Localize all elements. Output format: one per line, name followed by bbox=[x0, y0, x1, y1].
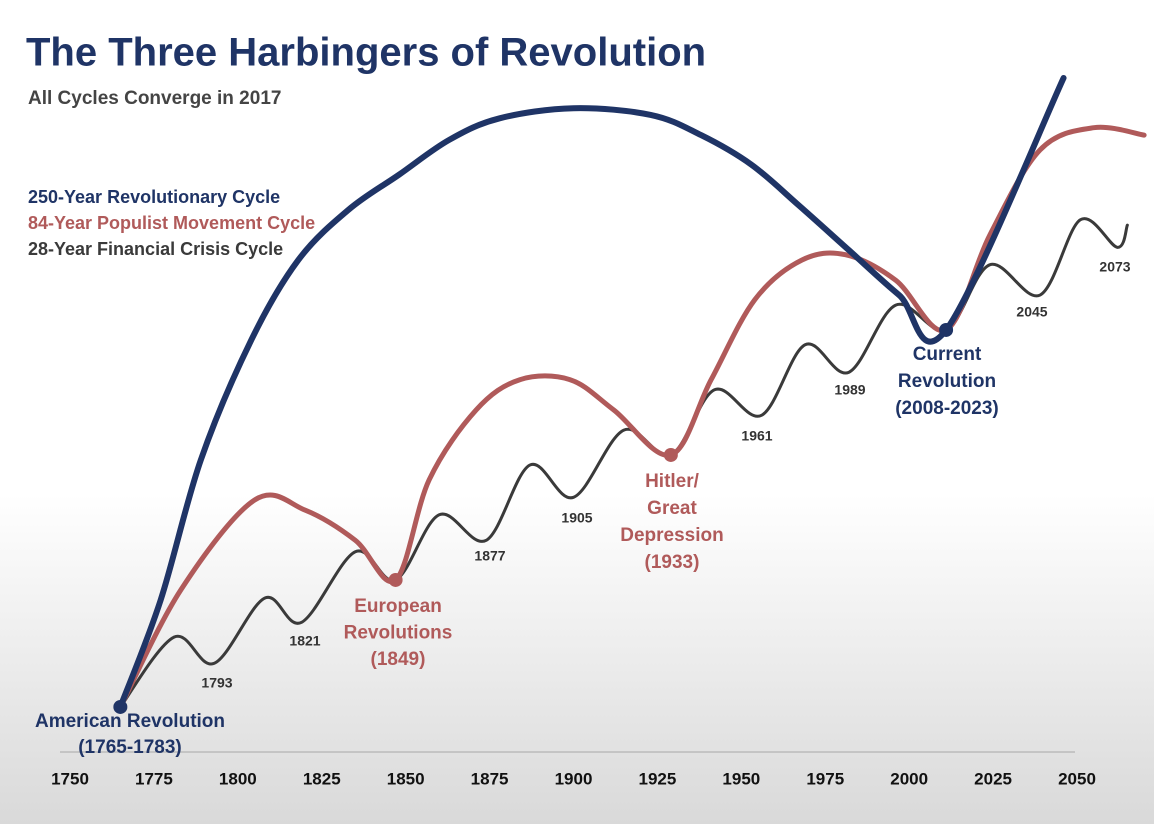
annotation: (1765-1783) bbox=[78, 737, 182, 758]
annotation: 1905 bbox=[561, 510, 592, 526]
annotation: (1933) bbox=[645, 552, 700, 573]
x-tick-label: 1875 bbox=[471, 769, 509, 788]
x-tick-label: 2050 bbox=[1058, 769, 1096, 788]
x-tick-label: 1900 bbox=[555, 769, 593, 788]
annotation: Revolutions bbox=[344, 623, 453, 644]
chart-subtitle: All Cycles Converge in 2017 bbox=[28, 88, 281, 109]
x-tick-label: 1800 bbox=[219, 769, 257, 788]
legend-entry: 84-Year Populist Movement Cycle bbox=[28, 213, 315, 233]
annotation: Current bbox=[913, 344, 982, 365]
annotation: 1821 bbox=[289, 633, 320, 649]
x-tick-label: 1750 bbox=[51, 769, 89, 788]
annotation: American Revolution bbox=[35, 711, 225, 732]
annotation: 2073 bbox=[1099, 259, 1130, 275]
annotation: 1877 bbox=[474, 548, 505, 564]
annotation: 1989 bbox=[834, 382, 865, 398]
annotation: Revolution bbox=[898, 371, 996, 392]
legend-entry: 250-Year Revolutionary Cycle bbox=[28, 187, 280, 207]
x-tick-label: 1775 bbox=[135, 769, 173, 788]
highlight-point bbox=[113, 699, 128, 714]
x-tick-label: 1825 bbox=[303, 769, 341, 788]
x-tick-label: 1950 bbox=[722, 769, 760, 788]
annotation: Hitler/ bbox=[645, 471, 700, 492]
annotation: (1849) bbox=[371, 649, 426, 670]
chart-title: The Three Harbingers of Revolution bbox=[26, 31, 706, 75]
x-tick-label: 1925 bbox=[639, 769, 677, 788]
highlight-point bbox=[663, 447, 678, 462]
x-tick-label: 2025 bbox=[974, 769, 1012, 788]
highlight-point bbox=[388, 572, 403, 587]
series-line bbox=[117, 74, 1067, 710]
annotation: Depression bbox=[620, 525, 723, 546]
annotation: (2008-2023) bbox=[895, 398, 999, 419]
annotation: European bbox=[354, 596, 442, 617]
highlight-point bbox=[939, 322, 954, 337]
x-tick-label: 1975 bbox=[806, 769, 844, 788]
x-tick-label: 1850 bbox=[387, 769, 425, 788]
x-tick-label: 2000 bbox=[890, 769, 928, 788]
annotation: 2045 bbox=[1016, 304, 1047, 320]
annotation: 1793 bbox=[201, 675, 232, 691]
annotation: 1961 bbox=[741, 428, 772, 444]
annotation: Great bbox=[647, 498, 697, 519]
legend-entry: 28-Year Financial Crisis Cycle bbox=[28, 239, 283, 259]
